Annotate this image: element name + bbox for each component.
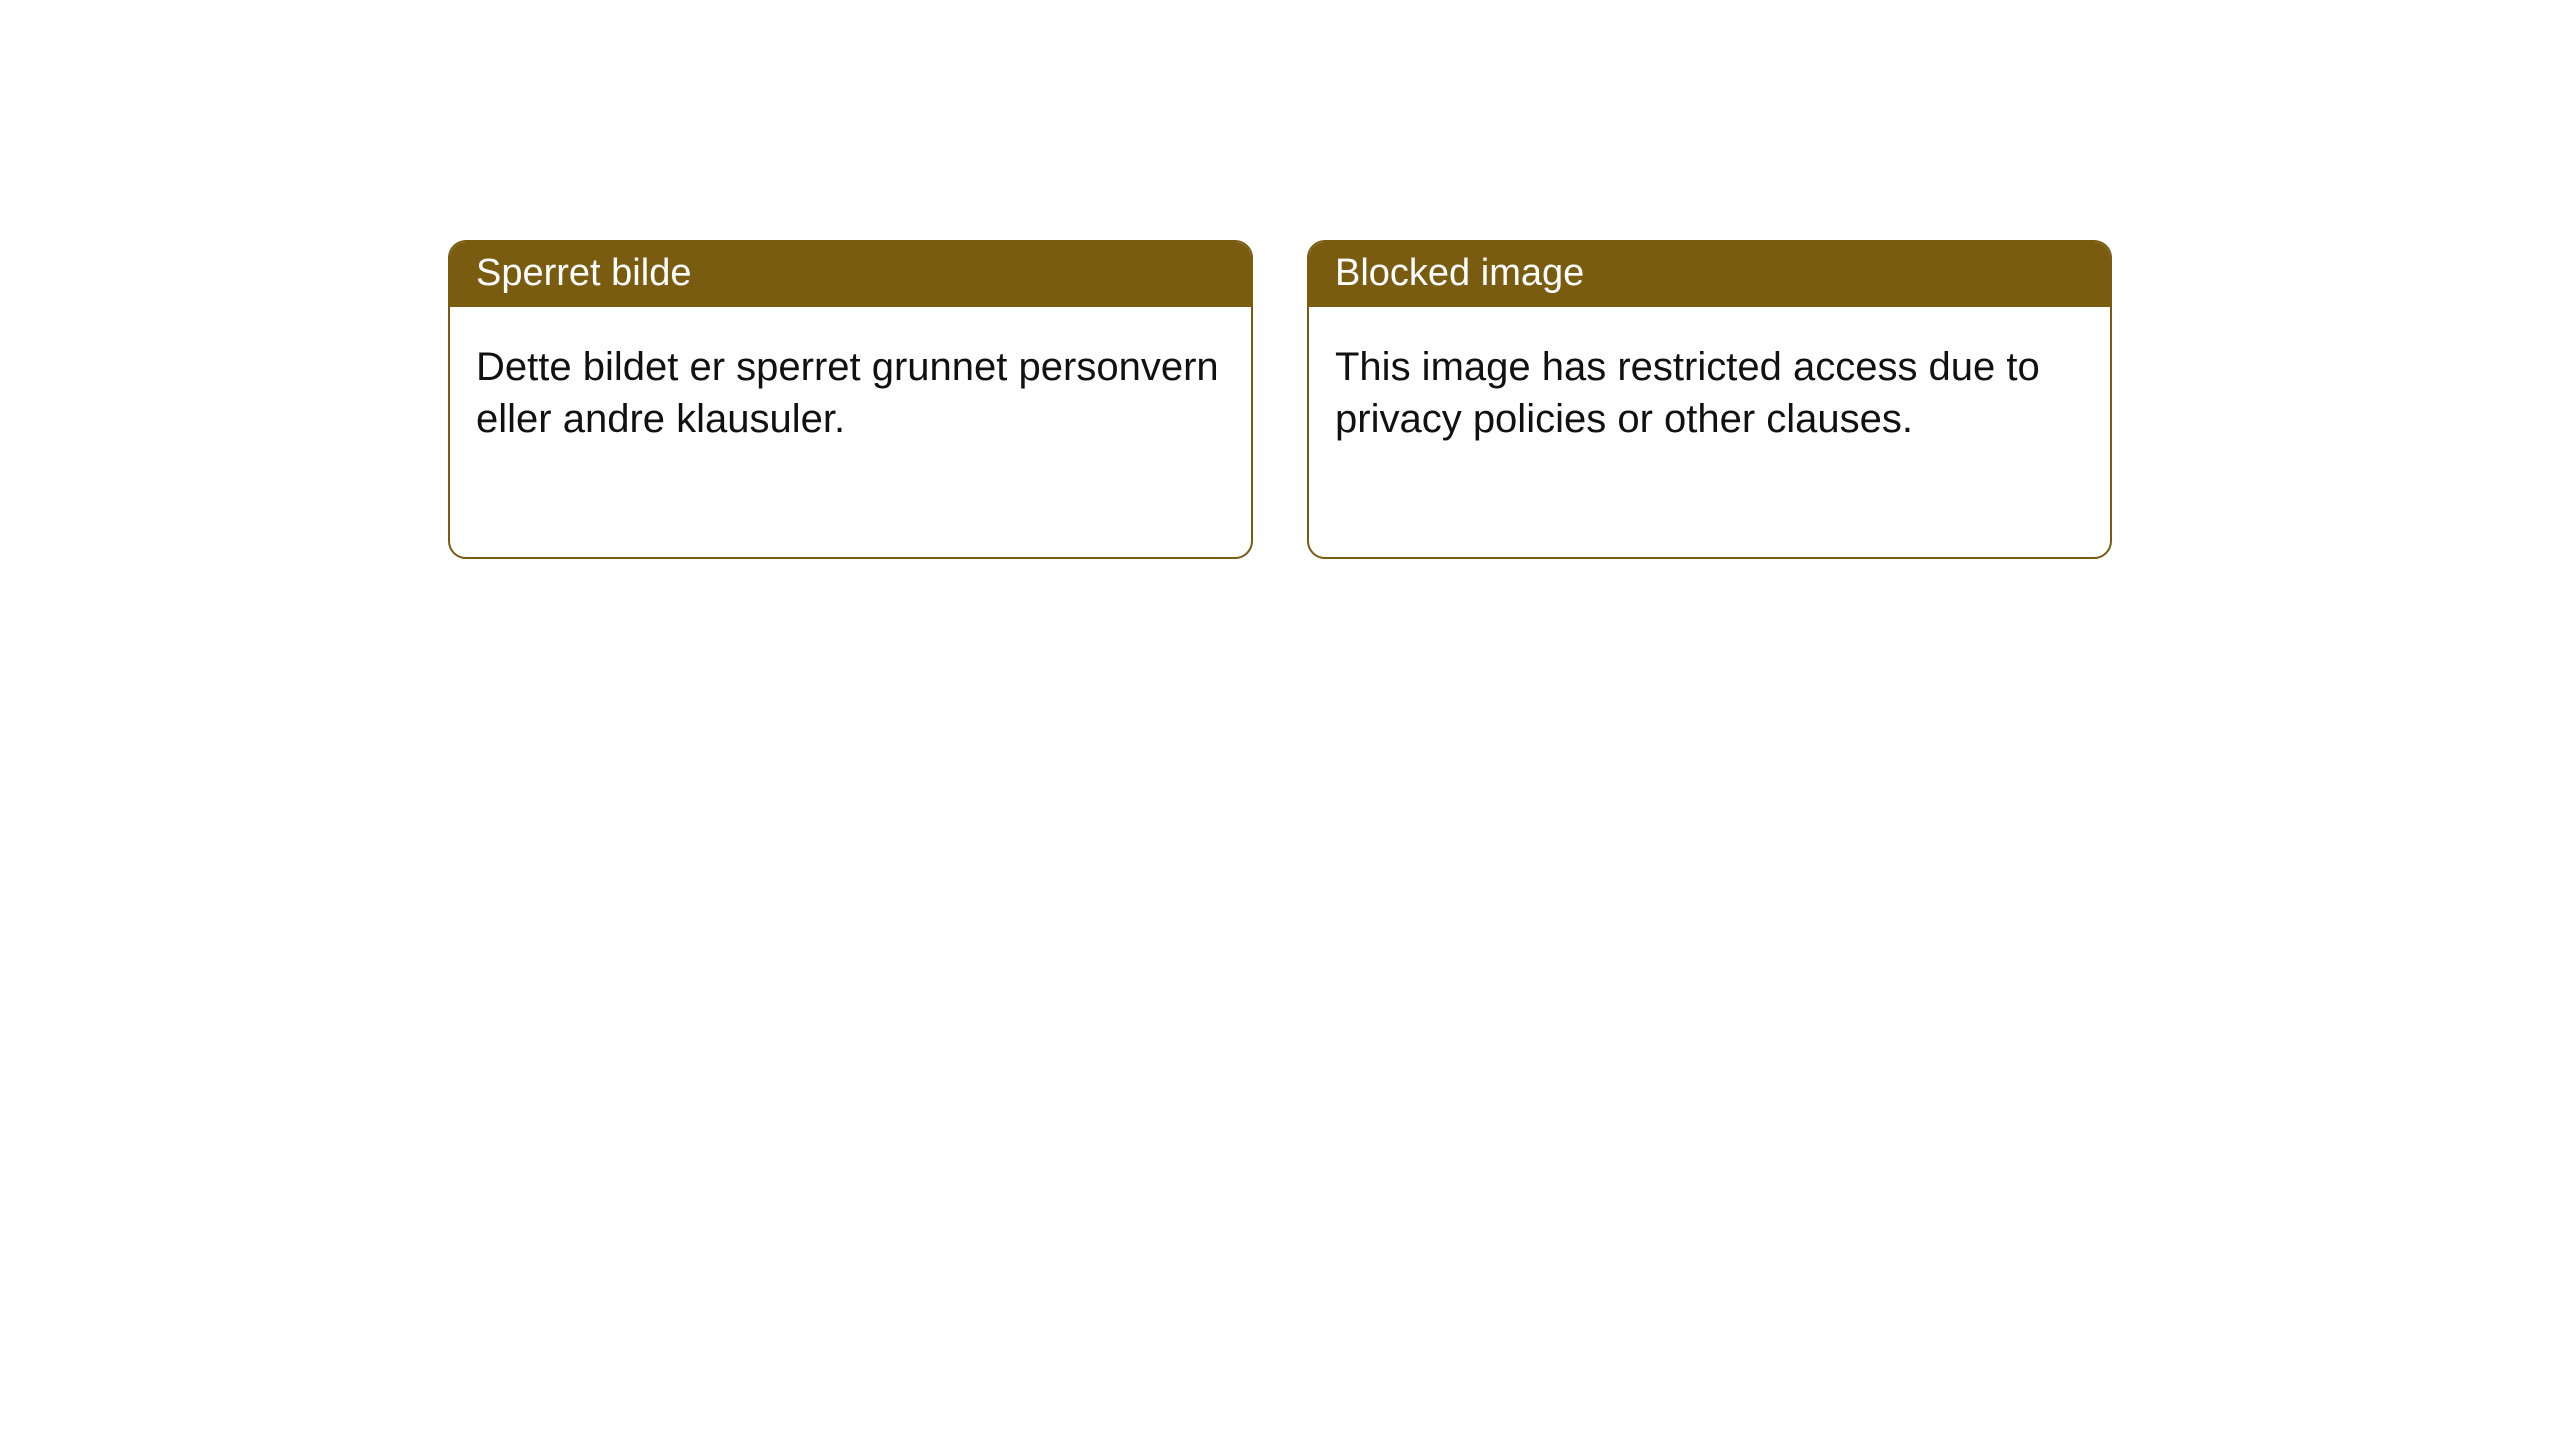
notice-header: Blocked image — [1309, 242, 2110, 307]
notice-card-norwegian: Sperret bilde Dette bildet er sperret gr… — [448, 240, 1253, 559]
notice-card-english: Blocked image This image has restricted … — [1307, 240, 2112, 559]
notice-header: Sperret bilde — [450, 242, 1251, 307]
notice-container: Sperret bilde Dette bildet er sperret gr… — [448, 240, 2112, 559]
notice-body: This image has restricted access due to … — [1309, 307, 2110, 557]
notice-body: Dette bildet er sperret grunnet personve… — [450, 307, 1251, 557]
